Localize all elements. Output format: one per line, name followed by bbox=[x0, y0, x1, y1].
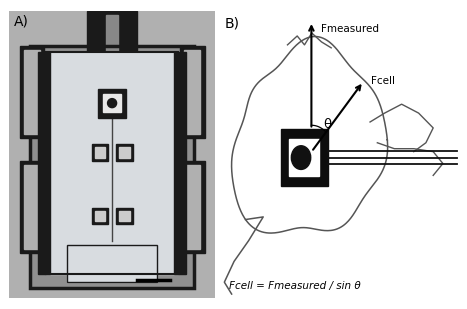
Bar bbox=[24, 50, 40, 134]
Bar bbox=[30, 46, 194, 288]
Text: Fmeasured: Fmeasured bbox=[321, 24, 379, 34]
Text: A): A) bbox=[14, 15, 28, 29]
Bar bbox=[46, 52, 178, 274]
Circle shape bbox=[107, 99, 117, 108]
Bar bbox=[119, 211, 129, 221]
Bar bbox=[157, 11, 215, 62]
Bar bbox=[92, 208, 108, 224]
Bar bbox=[98, 89, 127, 117]
Bar bbox=[184, 50, 200, 134]
Text: B): B) bbox=[224, 17, 240, 31]
Bar bbox=[184, 165, 200, 249]
Bar bbox=[38, 52, 50, 274]
Bar bbox=[20, 46, 44, 138]
Bar bbox=[67, 245, 157, 282]
Bar bbox=[290, 139, 319, 176]
Bar bbox=[92, 144, 108, 161]
Bar bbox=[174, 52, 186, 274]
Bar bbox=[102, 11, 122, 72]
Bar bbox=[46, 52, 178, 274]
Circle shape bbox=[291, 146, 311, 169]
Bar bbox=[282, 129, 327, 186]
Text: Fcell: Fcell bbox=[371, 76, 395, 87]
Bar bbox=[116, 144, 133, 161]
Bar bbox=[116, 208, 133, 224]
Bar bbox=[30, 46, 194, 288]
Bar bbox=[67, 245, 157, 282]
Bar bbox=[24, 165, 40, 249]
Bar bbox=[95, 211, 105, 221]
Bar bbox=[9, 11, 67, 62]
Bar bbox=[87, 11, 137, 56]
Bar bbox=[95, 147, 105, 158]
Text: Fcell = Fmeasured / sin θ: Fcell = Fmeasured / sin θ bbox=[229, 281, 361, 291]
Text: θ: θ bbox=[324, 118, 332, 131]
Bar bbox=[180, 161, 205, 253]
Bar bbox=[106, 15, 118, 68]
Bar bbox=[103, 94, 121, 112]
Bar bbox=[20, 161, 44, 253]
Bar bbox=[119, 147, 129, 158]
Bar bbox=[180, 46, 205, 138]
